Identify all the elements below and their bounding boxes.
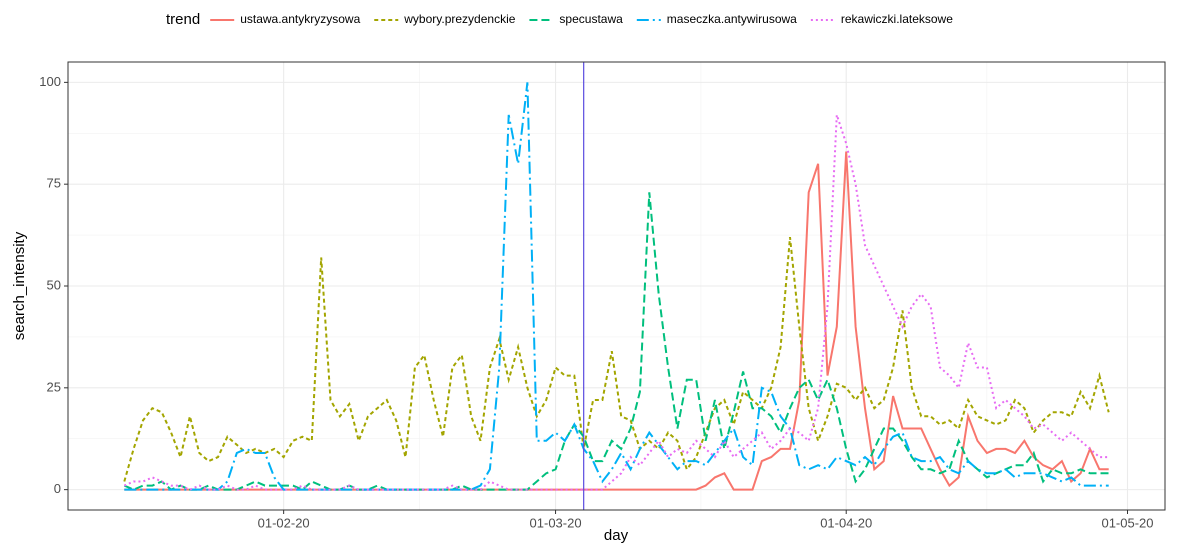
legend-title: trend xyxy=(166,11,200,28)
legend-label: rekawiczki.lateksowe xyxy=(841,12,953,26)
series-line xyxy=(124,151,1109,491)
y-axis-label: search_intensity xyxy=(11,231,28,340)
series-line xyxy=(123,236,1110,482)
series-line xyxy=(124,82,1109,491)
legend-label: maseczka.antywirusowa xyxy=(667,12,797,26)
series-line xyxy=(123,192,1109,491)
series-line xyxy=(123,114,1109,491)
y-tick-label: 25 xyxy=(47,379,61,394)
legend-label: wybory.prezydenckie xyxy=(403,12,515,26)
legend-label: ustawa.antykryzysowa xyxy=(240,12,360,26)
legend-label: specustawa xyxy=(559,12,623,26)
y-tick-label: 75 xyxy=(47,176,61,191)
y-tick-label: 0 xyxy=(54,481,61,496)
y-tick-label: 50 xyxy=(47,277,61,292)
x-tick-label: 01-05-20 xyxy=(1101,515,1153,530)
panel-border xyxy=(67,61,1166,511)
x-tick-label: 01-04-20 xyxy=(820,515,872,530)
y-tick-label: 100 xyxy=(39,74,61,89)
x-tick-label: 01-02-20 xyxy=(258,515,310,530)
x-tick-label: 01-03-20 xyxy=(530,515,582,530)
x-axis-label: day xyxy=(604,527,629,544)
